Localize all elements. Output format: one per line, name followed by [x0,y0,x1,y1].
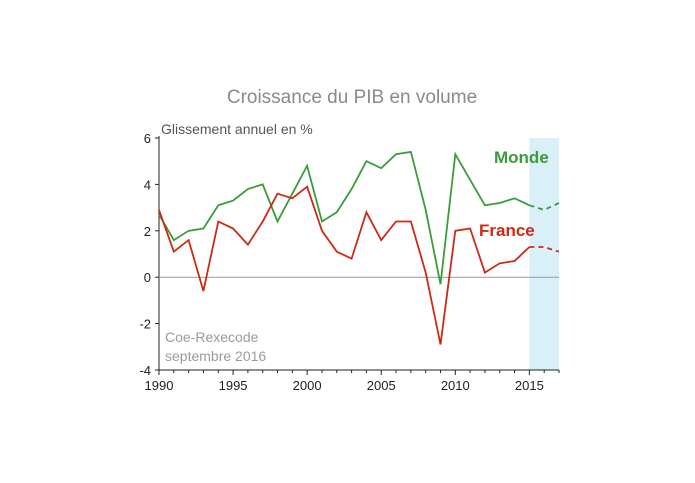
forecast-band [529,138,559,370]
y-tick-label: 4 [144,177,151,192]
series-monde: Monde [158,148,560,285]
x-tick-label: 2015 [515,378,544,393]
series-label: Monde [494,148,549,167]
y-tick-label: 2 [144,224,151,239]
axes: -4 -2 0 2 4 6 1990 1995 2000 2005 2010 2015 [139,131,560,393]
y-tick-label: 6 [144,131,151,146]
x-tick-label: 1990 [145,378,174,393]
series-layer: Monde France [158,148,560,345]
series-line [158,185,531,345]
source-date: septembre 2016 [165,348,266,364]
y-tick-label: -2 [139,317,151,332]
series-france: France [158,185,560,345]
source-name: Coe-Rexecode [165,329,259,345]
series-label: France [479,221,535,240]
y-tick-label: -4 [139,363,151,378]
chart-title: Croissance du PIB en volume [227,87,477,108]
series-line [158,150,530,285]
x-tick-label: 1995 [219,378,248,393]
x-tick-label: 2010 [441,378,470,393]
series-forecast-line [529,246,560,253]
x-tick-label: 2000 [293,378,322,393]
y-axis-label: Glissement annuel en % [161,121,313,137]
y-tick-label: 0 [144,270,151,285]
x-tick-label: 2005 [367,378,396,393]
